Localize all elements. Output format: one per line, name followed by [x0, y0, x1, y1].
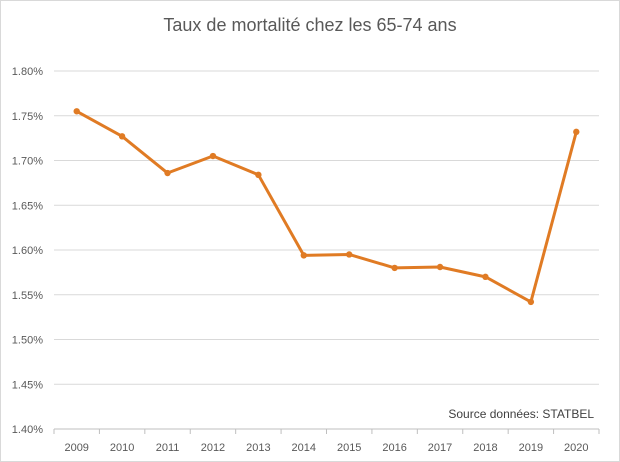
y-tick-label: 1.60%: [12, 245, 43, 257]
data-point: [164, 169, 171, 177]
y-tick-label: 1.40%: [12, 424, 43, 436]
source-note: Source données: STATBEL: [448, 407, 594, 421]
data-point: [436, 263, 444, 271]
data-point: [300, 252, 307, 259]
x-tick-label: 2017: [428, 442, 452, 454]
y-tick-label: 1.80%: [12, 66, 43, 78]
x-tick-label: 2014: [292, 442, 316, 454]
x-tick-label: 2016: [382, 442, 406, 454]
data-point: [482, 273, 489, 281]
data-point: [118, 133, 126, 140]
x-tick-label: 2011: [156, 442, 180, 454]
x-tick-label: 2009: [64, 442, 88, 454]
y-tick-label: 1.45%: [12, 379, 43, 391]
data-point: [255, 171, 262, 179]
y-tick-label: 1.55%: [12, 290, 43, 302]
x-tick-label: 2013: [246, 442, 270, 454]
x-tick-label: 2012: [201, 442, 225, 454]
x-tick-label: 2018: [473, 442, 497, 454]
chart-title: Taux de mortalité chez les 65-74 ans: [163, 15, 457, 35]
x-tick-label: 2010: [110, 442, 134, 454]
data-point: [209, 152, 217, 160]
data-point: [73, 108, 80, 115]
data-point: [527, 298, 535, 306]
y-tick-label: 1.75%: [12, 111, 43, 123]
y-tick-label: 1.65%: [12, 200, 43, 212]
x-tick-label: 2020: [564, 442, 588, 454]
data-point: [573, 128, 580, 136]
data-point: [346, 251, 353, 258]
y-tick-label: 1.50%: [12, 335, 43, 347]
x-tick-label: 2015: [337, 442, 361, 454]
data-point: [391, 264, 398, 272]
x-tick-label: 2019: [519, 442, 543, 454]
series-line: [75, 109, 578, 304]
y-tick-label: 1.70%: [12, 156, 43, 168]
